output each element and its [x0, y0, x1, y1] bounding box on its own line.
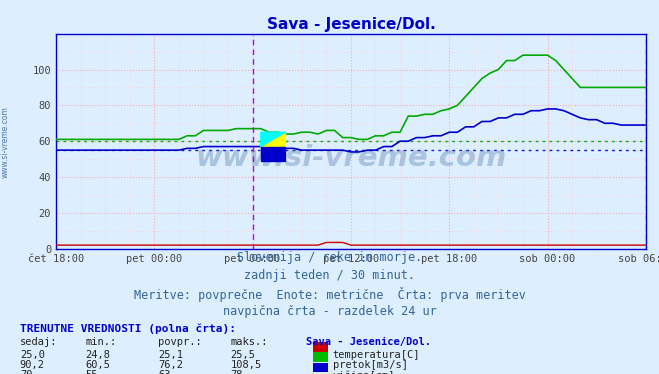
Text: sedaj:: sedaj: — [20, 337, 57, 347]
Text: pretok[m3/s]: pretok[m3/s] — [333, 360, 408, 370]
Text: zadnji teden / 30 minut.: zadnji teden / 30 minut. — [244, 269, 415, 282]
Text: www.si-vreme.com: www.si-vreme.com — [1, 106, 10, 178]
Text: 24,8: 24,8 — [86, 350, 111, 360]
Text: 55: 55 — [86, 370, 98, 374]
Text: 25,0: 25,0 — [20, 350, 45, 360]
Text: TRENUTNE VREDNOSTI (polna črta):: TRENUTNE VREDNOSTI (polna črta): — [20, 324, 236, 334]
Text: www.si-vreme.com: www.si-vreme.com — [195, 144, 507, 172]
Text: maks.:: maks.: — [231, 337, 268, 347]
Text: 60,5: 60,5 — [86, 360, 111, 370]
Text: min.:: min.: — [86, 337, 117, 347]
Text: Slovenija / reke in morje.: Slovenija / reke in morje. — [237, 251, 422, 264]
Text: višina[cm]: višina[cm] — [333, 370, 395, 374]
Text: Sava - Jesenice/Dol.: Sava - Jesenice/Dol. — [306, 337, 432, 347]
Text: 25,1: 25,1 — [158, 350, 183, 360]
Text: 70: 70 — [20, 370, 32, 374]
Text: 108,5: 108,5 — [231, 360, 262, 370]
Text: temperatura[C]: temperatura[C] — [333, 350, 420, 360]
Text: 90,2: 90,2 — [20, 360, 45, 370]
Text: Meritve: povprečne  Enote: metrične  Črta: prva meritev: Meritve: povprečne Enote: metrične Črta:… — [134, 287, 525, 302]
Polygon shape — [261, 132, 285, 147]
Text: navpična črta - razdelek 24 ur: navpična črta - razdelek 24 ur — [223, 305, 436, 318]
Text: 78: 78 — [231, 370, 243, 374]
Text: povpr.:: povpr.: — [158, 337, 202, 347]
Text: 76,2: 76,2 — [158, 360, 183, 370]
Bar — [261, 147, 285, 161]
Title: Sava - Jesenice/Dol.: Sava - Jesenice/Dol. — [266, 18, 436, 33]
Polygon shape — [261, 132, 285, 147]
Text: 63: 63 — [158, 370, 171, 374]
Text: 25,5: 25,5 — [231, 350, 256, 360]
